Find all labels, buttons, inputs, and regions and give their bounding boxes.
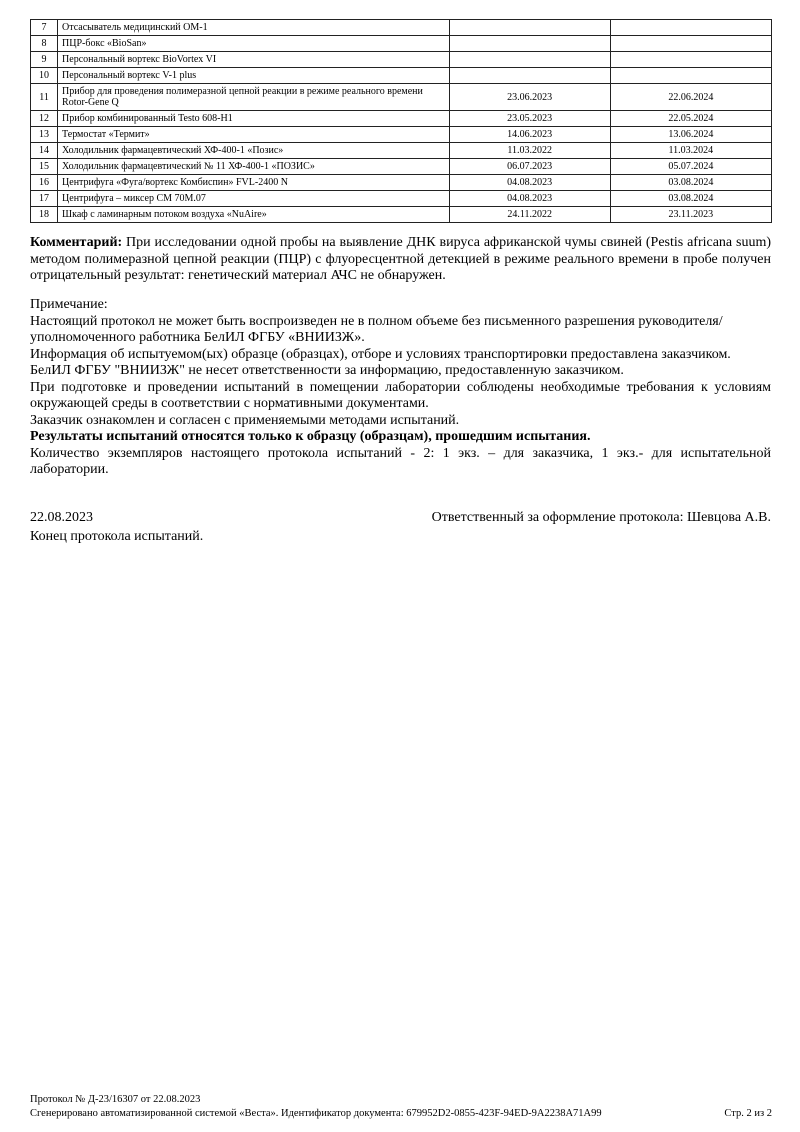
date-start: 04.08.2023 [448,190,611,207]
table-row: 9 Персональный вортекс BioVortex VI [29,51,773,68]
date-start [448,67,611,84]
note-6: Количество экземпляров настоящего проток… [30,445,771,478]
table-row: 16 Центрифуга «Фуга/вортекс Комбиспин» FV… [29,174,773,191]
table-row: 18 Шкаф с ламинарным потоком воздуха «NuA… [29,206,773,223]
equipment-name: Шкаф с ламинарным потоком воздуха «NuAir… [57,206,450,223]
table-row: 12 Прибор комбинированный Testo 608-H1 23.… [29,110,773,127]
date-start [448,19,611,36]
date-start: 23.06.2023 [448,83,611,111]
notes-title: Примечание: [30,297,108,312]
table-row: 8 ПЦР-бокс «BioSan» [29,35,773,52]
row-number: 18 [29,206,59,223]
equipment-name: Персональный вортекс V-1 plus [57,67,450,84]
equipment-name: ПЦР-бокс «BioSan» [57,35,450,52]
date-end: 03.08.2024 [609,174,773,191]
equipment-name: Отсасыватель медицинский ОМ-1 [57,19,450,36]
note-3: При подготовке и проведении испытаний в … [30,379,771,412]
row-number: 16 [29,174,59,191]
equipment-table: 7 Отсасыватель медицинский ОМ-1 8 ПЦР-бокс … [29,19,773,223]
note-1: Настоящий протокол не может быть воспрои… [30,313,723,346]
table-row: 17 Центрифуга – миксер СМ 70М.07 04.08.202… [29,190,773,207]
table-row: 14 Холодильник фармацевтический ХФ-400-1 … [29,142,773,159]
date-start: 23.05.2023 [448,110,611,127]
date-start: 06.07.2023 [448,158,611,175]
table-row: 10 Персональный вортекс V-1 plus [29,67,773,84]
date-end [609,19,773,36]
equipment-name: Холодильник фармацевтический ХФ-400-1 «П… [57,142,450,159]
footer-line: Сгенерировано автоматизированной системо… [30,1108,772,1119]
footer-generated: Сгенерировано автоматизированной системо… [30,1108,602,1119]
date-end [609,51,773,68]
table-row: 7 Отсасыватель медицинский ОМ-1 [29,19,773,36]
table-row: 15 Холодильник фармацевтический № 11 ХФ-4… [29,158,773,175]
footer-protocol: Протокол № Д-23/16307 от 22.08.2023 [30,1094,201,1105]
date-end: 11.03.2024 [609,142,773,159]
signoff: 22.08.2023 Ответственный за оформление п… [30,510,771,545]
date-start: 14.06.2023 [448,126,611,143]
date-end [609,67,773,84]
note-2: Информация об испытуемом(ых) образце (об… [30,346,731,379]
date-end: 03.08.2024 [609,190,773,207]
end-of-protocol: Конец протокола испытаний. [30,528,204,544]
note-5: Результаты испытаний относятся только к … [30,429,591,444]
row-number: 9 [29,51,59,68]
row-number: 12 [29,110,59,127]
equipment-name: Центрифуга «Фуга/вортекс Комбиспин» FVL-… [57,174,450,191]
date-start [448,51,611,68]
date-end: 22.05.2024 [609,110,773,127]
equipment-name: Холодильник фармацевтический № 11 ХФ-400… [57,158,450,175]
table-row: 13 Термостат «Термит» 14.06.2023 13.06.2024 [29,126,773,143]
date-start [448,35,611,52]
equipment-name: Персональный вортекс BioVortex VI [57,51,450,68]
row-number: 17 [29,190,59,207]
equipment-name: Прибор для проведения полимеразной цепно… [57,83,450,111]
table-row: 11 Прибор для проведения полимеразной цеп… [29,83,773,111]
comment-paragraph: Комментарий: При исследовании одной проб… [30,235,771,285]
notes-section: Примечание: Настоящий протокол не может … [30,297,771,479]
date-start: 11.03.2022 [448,142,611,159]
row-number: 13 [29,126,59,143]
date-end: 22.06.2024 [609,83,773,111]
row-number: 15 [29,158,59,175]
comment-text: При исследовании одной пробы на выявлени… [30,235,771,283]
row-number: 8 [29,35,59,52]
equipment-name: Термостат «Термит» [57,126,450,143]
equipment-name: Центрифуга – миксер СМ 70М.07 [57,190,450,207]
date-start: 24.11.2022 [448,206,611,223]
note-4: Заказчик ознакомлен и согласен с применя… [30,412,460,428]
row-number: 11 [29,83,59,111]
date-end: 13.06.2024 [609,126,773,143]
row-number: 14 [29,142,59,159]
page-number: Стр. 2 из 2 [724,1108,772,1119]
row-number: 10 [29,67,59,84]
date-start: 04.08.2023 [448,174,611,191]
date-end [609,35,773,52]
comment-label: Комментарий: [30,235,123,250]
signoff-date: 22.08.2023 [30,510,93,525]
row-number: 7 [29,19,59,36]
date-end: 05.07.2024 [609,158,773,175]
responsible-person: Ответственный за оформление протокола: Ш… [431,510,771,525]
equipment-name: Прибор комбинированный Testo 608-H1 [57,110,450,127]
date-end: 23.11.2023 [609,206,773,223]
